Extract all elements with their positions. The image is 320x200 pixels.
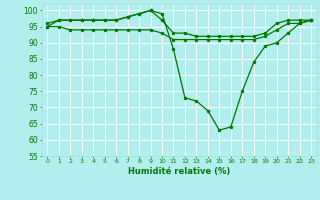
X-axis label: Humidité relative (%): Humidité relative (%) bbox=[128, 167, 230, 176]
